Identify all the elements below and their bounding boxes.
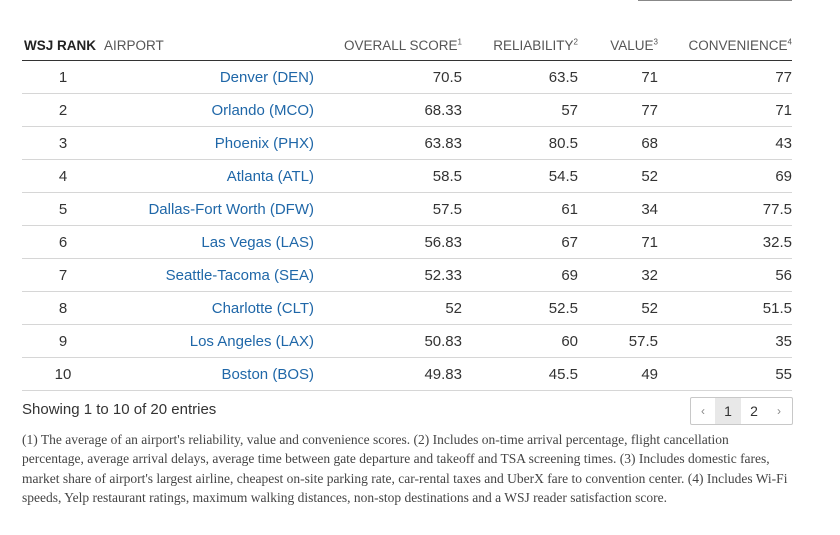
reliability-cell: 69 [462,258,578,292]
overall-score-cell: 57.5 [314,192,462,226]
value-cell: 57.5 [578,324,658,358]
value-cell: 71 [578,60,658,94]
convenience-cell: 51.5 [658,291,792,325]
page-2-button[interactable]: 2 [750,403,758,419]
column-header-convenience[interactable]: CONVENIENCE4 [658,30,792,61]
airport-cell: Boston (BOS) [104,357,314,391]
column-header-overall-score[interactable]: OVERALL SCORE1 [314,30,462,61]
pagination: ‹ 1 2 › [690,397,793,425]
convenience-cell: 77 [658,60,792,94]
column-header-airport[interactable]: AIRPORT [104,30,314,61]
table-header: WSJ RANK AIRPORT OVERALL SCORE1 RELIABIL… [22,30,792,61]
column-header-rank[interactable]: WSJ RANK [22,30,104,61]
rank-cell: 6 [22,225,104,259]
table-row: 8 Charlotte (CLT) 52 52.5 52 51.5 [22,291,792,325]
table-row: 7 Seattle-Tacoma (SEA) 52.33 69 32 56 [22,258,792,292]
table-row: 1 Denver (DEN) 70.5 63.5 71 77 [22,60,792,94]
entries-info: Showing 1 to 10 of 20 entries [22,401,217,418]
table-row: 5 Dallas-Fort Worth (DFW) 57.5 61 34 77.… [22,192,792,226]
airport-cell: Charlotte (CLT) [104,291,314,325]
airport-cell: Phoenix (PHX) [104,126,314,160]
footnote-marker: 2 [573,37,578,46]
reliability-cell: 54.5 [462,159,578,193]
table-row: 4 Atlanta (ATL) 58.5 54.5 52 69 [22,159,792,193]
convenience-cell: 77.5 [658,192,792,226]
value-cell: 52 [578,159,658,193]
airport-cell: Orlando (MCO) [104,93,314,127]
chevron-left-icon[interactable]: ‹ [701,404,705,418]
column-header-reliability[interactable]: RELIABILITY2 [462,30,578,61]
value-cell: 34 [578,192,658,226]
airport-cell: Seattle-Tacoma (SEA) [104,258,314,292]
convenience-cell: 32.5 [658,225,792,259]
table-row: 9 Los Angeles (LAX) 50.83 60 57.5 35 [22,324,792,358]
overall-score-cell: 56.83 [314,225,462,259]
footnote-marker: 4 [787,37,792,46]
table-row: 6 Las Vegas (LAS) 56.83 67 71 32.5 [22,225,792,259]
column-header-value[interactable]: VALUE3 [578,30,658,61]
reliability-cell: 52.5 [462,291,578,325]
chevron-right-icon[interactable]: › [777,404,781,418]
table-row: 3 Phoenix (PHX) 63.83 80.5 68 43 [22,126,792,160]
rank-cell: 2 [22,93,104,127]
footnotes: (1) The average of an airport's reliabil… [22,432,788,506]
rank-cell: 5 [22,192,104,226]
reliability-cell: 57 [462,93,578,127]
reliability-cell: 61 [462,192,578,226]
value-cell: 49 [578,357,658,391]
value-cell: 77 [578,93,658,127]
reliability-cell: 60 [462,324,578,358]
reliability-cell: 80.5 [462,126,578,160]
airport-cell: Los Angeles (LAX) [104,324,314,358]
overall-score-cell: 70.5 [314,60,462,94]
reliability-cell: 67 [462,225,578,259]
overall-score-cell: 63.83 [314,126,462,160]
top-divider [638,0,792,1]
table-row: 2 Orlando (MCO) 68.33 57 77 71 [22,93,792,127]
airport-ranking-table: WSJ RANK AIRPORT OVERALL SCORE1 RELIABIL… [22,30,792,391]
rank-cell: 9 [22,324,104,358]
overall-score-cell: 49.83 [314,357,462,391]
page-1-button[interactable]: 1 [715,398,741,424]
rank-cell: 8 [22,291,104,325]
rank-cell: 10 [22,357,104,391]
convenience-cell: 43 [658,126,792,160]
reliability-cell: 63.5 [462,60,578,94]
airport-cell: Denver (DEN) [104,60,314,94]
convenience-cell: 35 [658,324,792,358]
convenience-cell: 55 [658,357,792,391]
airport-cell: Atlanta (ATL) [104,159,314,193]
footnote-marker: 1 [457,37,462,46]
overall-score-cell: 68.33 [314,93,462,127]
rank-cell: 1 [22,60,104,94]
convenience-cell: 56 [658,258,792,292]
overall-score-cell: 50.83 [314,324,462,358]
value-cell: 52 [578,291,658,325]
overall-score-cell: 58.5 [314,159,462,193]
convenience-cell: 71 [658,93,792,127]
value-cell: 68 [578,126,658,160]
footnote-marker: 3 [653,37,658,46]
rank-cell: 7 [22,258,104,292]
rank-cell: 4 [22,159,104,193]
reliability-cell: 45.5 [462,357,578,391]
value-cell: 32 [578,258,658,292]
table-row: 10 Boston (BOS) 49.83 45.5 49 55 [22,357,792,391]
airport-cell: Dallas-Fort Worth (DFW) [104,192,314,226]
overall-score-cell: 52 [314,291,462,325]
convenience-cell: 69 [658,159,792,193]
rank-cell: 3 [22,126,104,160]
overall-score-cell: 52.33 [314,258,462,292]
airport-cell: Las Vegas (LAS) [104,225,314,259]
value-cell: 71 [578,225,658,259]
